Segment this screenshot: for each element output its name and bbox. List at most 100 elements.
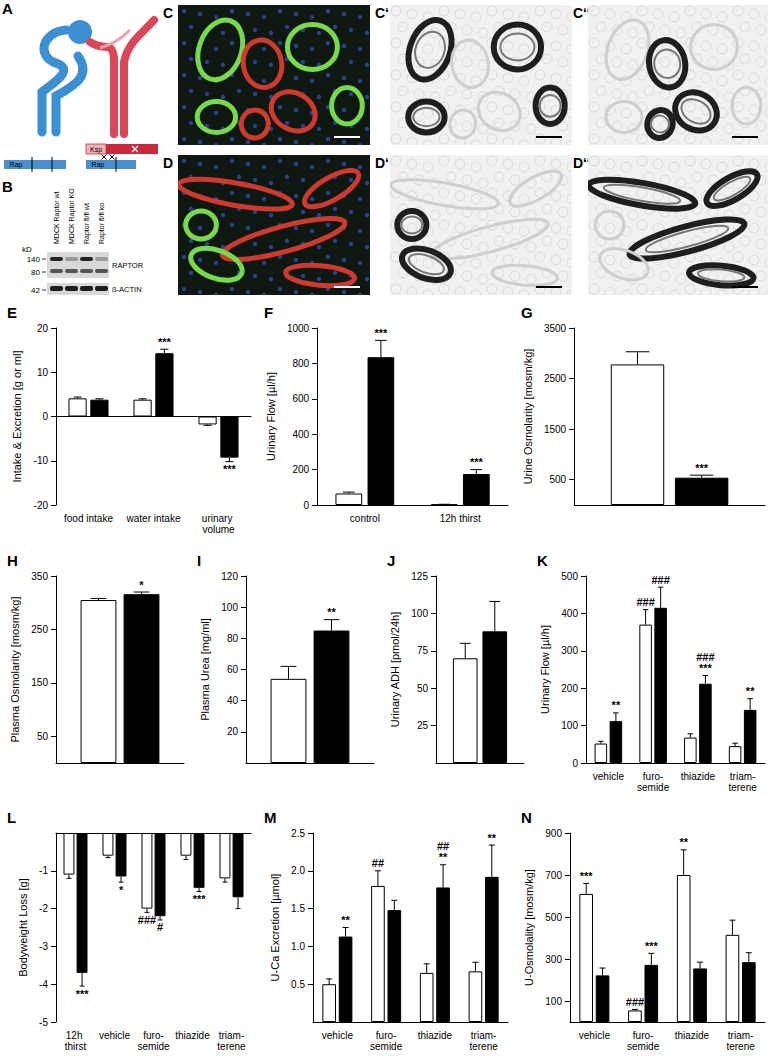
svg-text:0: 0 xyxy=(42,411,48,422)
svg-text:thiazide: thiazide xyxy=(175,1030,210,1041)
svg-text:600: 600 xyxy=(292,393,309,404)
svg-text:control: control xyxy=(350,513,380,524)
svg-text:U-Osmolality [mosm/kg]: U-Osmolality [mosm/kg] xyxy=(523,869,535,986)
svg-text:triam-: triam- xyxy=(730,771,756,782)
svg-text:semide: semide xyxy=(370,1041,403,1052)
svg-text:semide: semide xyxy=(627,1041,660,1052)
svg-text:100: 100 xyxy=(545,996,562,1007)
svg-text:Urinary ADH [pmol/24h]: Urinary ADH [pmol/24h] xyxy=(389,612,401,728)
svg-text:triam-: triam- xyxy=(728,1030,754,1041)
svg-text:M: M xyxy=(264,809,277,826)
svg-text:***: *** xyxy=(645,940,659,952)
svg-text:vehicle: vehicle xyxy=(593,771,625,782)
svg-text:**: ** xyxy=(746,685,755,697)
svg-text:1.5: 1.5 xyxy=(291,903,305,914)
svg-text:40: 40 xyxy=(227,695,239,706)
svg-text:1000: 1000 xyxy=(287,323,310,334)
svg-text:80: 80 xyxy=(227,633,239,644)
svg-text:60: 60 xyxy=(227,664,239,675)
svg-text:-3: -3 xyxy=(39,941,48,952)
svg-text:Urine Osmolarity [mosm/kg]: Urine Osmolarity [mosm/kg] xyxy=(522,349,534,485)
svg-text:-1: -1 xyxy=(39,865,48,876)
svg-text:urinary: urinary xyxy=(202,513,235,524)
svg-text:**: ** xyxy=(488,832,497,844)
svg-text:200: 200 xyxy=(292,464,309,475)
svg-text:C: C xyxy=(163,5,173,21)
svg-text:###: ### xyxy=(138,914,156,926)
svg-text:B: B xyxy=(2,178,13,195)
svg-text:1.0: 1.0 xyxy=(291,941,305,952)
svg-text:80: 80 xyxy=(31,268,40,277)
svg-text:200: 200 xyxy=(561,683,578,694)
svg-text:-20: -20 xyxy=(34,500,49,511)
svg-text:50: 50 xyxy=(37,731,49,742)
svg-text:thiazide: thiazide xyxy=(675,1030,710,1041)
svg-text:12h thirst: 12h thirst xyxy=(440,513,481,524)
svg-text:Plasma Osmolarity [mosm/kg]: Plasma Osmolarity [mosm/kg] xyxy=(9,596,21,742)
svg-text:-4: -4 xyxy=(39,979,48,990)
svg-text:**: ** xyxy=(439,851,448,863)
svg-text:Raptor fl/fl ko: Raptor fl/fl ko xyxy=(98,203,106,244)
svg-text:###: ### xyxy=(636,596,654,608)
svg-text:120: 120 xyxy=(221,571,238,582)
svg-text:#: # xyxy=(157,921,163,933)
svg-text:500: 500 xyxy=(545,912,562,923)
svg-text:MDCK Raptor wt: MDCK Raptor wt xyxy=(53,191,61,244)
svg-text:300: 300 xyxy=(561,645,578,656)
svg-text:water intake: water intake xyxy=(126,513,181,524)
svg-text:C‘: C‘ xyxy=(375,5,389,21)
svg-text:***: *** xyxy=(470,456,484,468)
svg-text:140: 140 xyxy=(27,255,41,264)
svg-text:*: * xyxy=(119,884,124,896)
svg-text:Rap: Rap xyxy=(92,161,105,169)
svg-text:***: *** xyxy=(223,463,237,475)
svg-text:400: 400 xyxy=(561,608,578,619)
svg-text:2500: 2500 xyxy=(544,373,567,384)
svg-text:3500: 3500 xyxy=(544,323,567,334)
svg-text:20: 20 xyxy=(37,323,49,334)
svg-text:**: ** xyxy=(612,699,621,711)
svg-text:food intake: food intake xyxy=(64,513,113,524)
svg-text:***: *** xyxy=(158,336,172,348)
svg-text:***: *** xyxy=(193,893,207,905)
svg-text:150: 150 xyxy=(31,677,48,688)
svg-text:U-Ca Excretion [µmol]: U-Ca Excretion [µmol] xyxy=(269,874,281,982)
svg-text:**: ** xyxy=(679,836,688,848)
svg-text:volume: volume xyxy=(202,524,235,535)
svg-text:D: D xyxy=(163,155,173,171)
svg-text:C‘‘: C‘‘ xyxy=(573,5,590,21)
svg-text:furo-: furo- xyxy=(376,1030,397,1041)
svg-text:D‘‘: D‘‘ xyxy=(573,155,590,171)
svg-text:H: H xyxy=(7,552,18,569)
svg-text:***: *** xyxy=(695,462,709,474)
svg-text:Bodyweight Loss [g]: Bodyweight Loss [g] xyxy=(17,878,29,976)
svg-text:400: 400 xyxy=(292,429,309,440)
svg-text:-2: -2 xyxy=(39,903,48,914)
svg-text:0: 0 xyxy=(304,500,310,511)
svg-text:900: 900 xyxy=(545,828,562,839)
svg-text:J: J xyxy=(387,552,395,569)
svg-text:20: 20 xyxy=(227,726,239,737)
svg-text:2.5: 2.5 xyxy=(291,828,305,839)
svg-text:ß-ACTIN: ß-ACTIN xyxy=(112,285,142,294)
svg-text:K: K xyxy=(537,552,548,569)
svg-text:terene: terene xyxy=(728,782,757,793)
svg-text:kD: kD xyxy=(22,245,32,254)
svg-text:100: 100 xyxy=(411,608,428,619)
svg-text:0.5: 0.5 xyxy=(291,979,305,990)
svg-text:furo-: furo- xyxy=(643,771,664,782)
svg-text:###: ### xyxy=(651,574,669,586)
svg-text:thiazide: thiazide xyxy=(681,771,716,782)
svg-text:**: ** xyxy=(327,606,336,618)
svg-text:terene: terene xyxy=(469,1041,498,1052)
svg-text:125: 125 xyxy=(411,571,428,582)
svg-text:L: L xyxy=(7,809,16,826)
svg-text:-5: -5 xyxy=(39,1017,48,1028)
svg-text:Intake & Excretion [g or ml]: Intake & Excretion [g or ml] xyxy=(11,350,23,482)
svg-text:##: ## xyxy=(372,857,384,869)
svg-text:25: 25 xyxy=(417,720,429,731)
svg-text:800: 800 xyxy=(292,358,309,369)
svg-text:100: 100 xyxy=(561,720,578,731)
svg-text:Raptor fl/fl wt: Raptor fl/fl wt xyxy=(83,203,91,244)
svg-text:100: 100 xyxy=(221,602,238,613)
